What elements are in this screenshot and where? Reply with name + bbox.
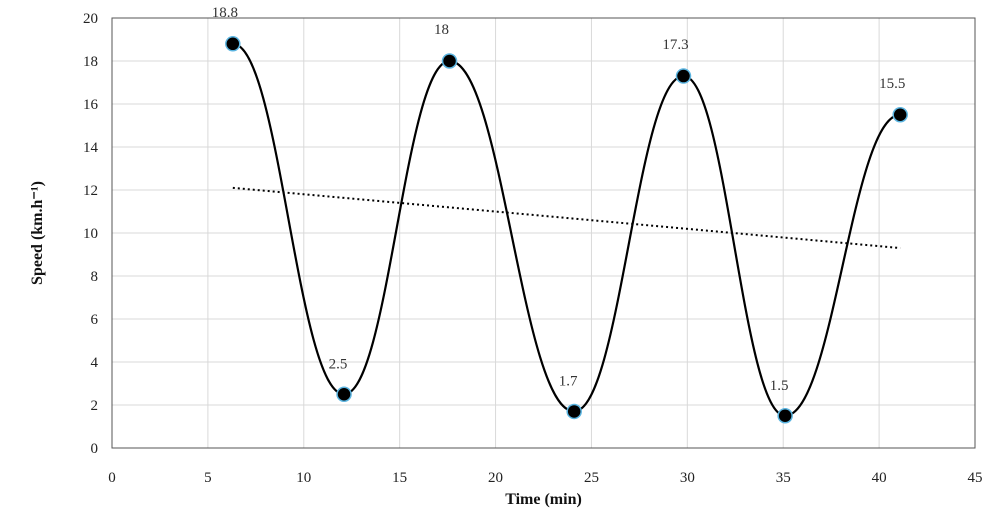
data-point: [336, 386, 352, 402]
y-tick-label: 8: [91, 269, 99, 285]
data-label: 18: [434, 22, 449, 38]
x-tick-label: 15: [392, 470, 407, 486]
y-tick-label: 16: [83, 97, 99, 113]
y-tick-label: 6: [91, 312, 99, 328]
x-tick-label: 20: [488, 470, 503, 486]
x-tick-label: 0: [108, 470, 116, 486]
data-point: [225, 36, 241, 52]
x-tick-label: 30: [680, 470, 695, 486]
data-point: [777, 408, 793, 424]
data-label: 1.7: [559, 373, 578, 389]
y-tick-label: 4: [91, 355, 99, 371]
x-tick-label: 45: [968, 470, 983, 486]
x-tick-label: 25: [584, 470, 599, 486]
x-tick-label: 40: [872, 470, 887, 486]
y-tick-label: 10: [83, 226, 98, 242]
plot-frame: [111, 17, 976, 449]
data-label: 17.3: [662, 37, 688, 53]
x-tick-label: 35: [776, 470, 791, 486]
data-point: [566, 403, 582, 420]
data-point: [675, 68, 692, 84]
y-tick-label: 20: [83, 11, 98, 27]
data-label: 18.8: [212, 5, 238, 21]
grid: [111, 17, 976, 449]
data-markers: [225, 36, 908, 424]
x-axis-ticks: 0 5 10 15 20 25 30 35 40 45: [108, 470, 982, 486]
trendline: [232, 186, 901, 250]
y-tick-label: 14: [83, 140, 99, 156]
x-tick-label: 5: [204, 470, 212, 486]
y-tick-label: 12: [83, 183, 98, 199]
data-label: 2.5: [329, 356, 348, 372]
data-label: 15.5: [879, 76, 905, 92]
x-tick-label: 10: [296, 470, 311, 486]
x-axis-title: Time (min): [505, 491, 582, 508]
y-axis-ticks: 0 2 4 6 8 10 12 14 16 18 20: [83, 11, 99, 457]
y-tick-label: 0: [91, 441, 99, 457]
data-label: 1.5: [770, 378, 789, 394]
data-point: [892, 107, 908, 123]
data-labels: 18.8 2.5 18 1.7 17.3 1.5 15.5: [212, 5, 906, 394]
data-point: [441, 53, 458, 69]
y-tick-label: 2: [91, 398, 99, 414]
y-axis-title: Speed (km.h⁻¹): [29, 181, 46, 285]
y-tick-label: 18: [83, 54, 98, 70]
